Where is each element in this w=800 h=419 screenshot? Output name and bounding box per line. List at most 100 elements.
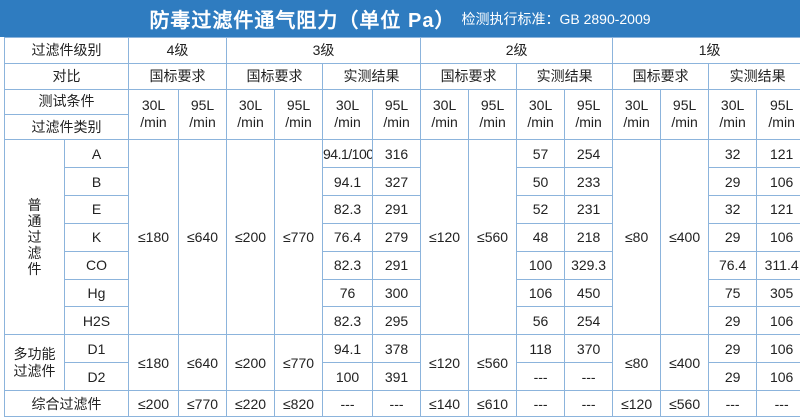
flow-rate: 95L [769,97,794,114]
lv4-national-header: 国标要求 [127,62,228,90]
lv1-measured-30: 75 [708,278,758,308]
flow-rate: 95L [190,97,215,114]
lv3-measured-95: 391 [372,362,422,392]
flow-unit: /min [431,114,458,131]
lv3-measured-30: 100 [322,362,374,392]
combined-lv3-measured-30: --- [322,390,374,417]
flow-unit: /min [140,114,167,131]
filter-type: E [64,194,129,224]
lv2-measured-95: 233 [564,167,614,196]
flow-unit: /min [623,114,650,131]
lv2-measured-30: 118 [516,334,566,364]
std-lv3-95: ≤770 [274,139,324,336]
lv1-measured-30: 29 [708,334,758,364]
lv1-measured-95: 106 [756,222,800,252]
flow-95: 95L/min [660,88,710,141]
lv1-measured-95: 311.4 [756,250,800,280]
filter-type: A [64,139,129,169]
flow-rate: 30L [528,97,553,114]
resistance-table: 过滤件级别 4级 3级 2级 1级 对比 国标要求 国标要求 实测结果 国标要求… [4,37,800,417]
lv1-measured-95: 106 [756,334,800,364]
std-lv1-30: ≤80 [612,139,662,336]
flow-rate: 95L [286,97,311,114]
flow-95: 95L/min [564,88,614,141]
multi-filter-label: 多功能过滤件 [4,334,65,392]
lv1-measured-95: 106 [756,167,800,196]
flow-95: 95L/min [756,88,800,141]
flow-unit: /min [575,114,602,131]
flow-rate: 95L [672,97,697,114]
test-condition-label: 测试条件 [38,92,95,109]
level-2-header: 2级 [420,37,614,64]
flow-rate: 95L [480,97,505,114]
lv2-measured-header: 实测结果 [516,62,614,90]
flow-unit: /min [285,114,312,131]
flow-unit: /min [237,114,264,131]
lv1-measured-95: 106 [756,306,800,336]
std-lv4-95: ≤640 [177,334,228,392]
combined-lv1-95: ≤560 [660,390,710,417]
filter-type: K [64,222,129,252]
lv3-measured-95: 291 [372,194,422,224]
combined-lv4-95: ≤770 [177,390,228,417]
table-row: 普通过滤件 A ≤180 ≤640 ≤200 ≤770 94.1/100 316… [4,139,800,336]
combined-lv3-95: ≤820 [274,390,324,417]
lv2-measured-30: 56 [516,306,566,336]
lv1-measured-header: 实测结果 [708,62,800,90]
flow-30: 30L/min [708,88,758,141]
lv2-national-header: 国标要求 [420,62,518,90]
filter-type: CO [64,250,129,280]
filter-type: H2S [64,306,129,336]
combined-filter-label: 综合过滤件 [4,390,129,417]
combined-lv1-measured-95: --- [756,390,800,417]
condition-row: 测试条件 过滤件类别 30L/min 95L/min 30L/min 95L/m… [4,88,800,141]
filter-type: D2 [64,362,129,392]
lv1-measured-95: 305 [756,278,800,308]
lv3-measured-95: 295 [372,306,422,336]
lv1-measured-30: 29 [708,222,758,252]
lv3-measured-95: 291 [372,250,422,280]
lv1-measured-95: 121 [756,139,800,169]
flow-rate: 30L [141,97,166,114]
table-row: K 76.4 279 48 218 29 106 [5,222,800,252]
general-filter-label: 普通过滤件 [4,139,65,336]
lv1-measured-30: 32 [708,139,758,169]
lv2-measured-30: 106 [516,278,566,308]
table-title: 防毒过滤件通气阻力（单位 Pa） [149,10,456,32]
combined-lv1-30: ≤120 [612,390,662,417]
lv1-measured-30: 29 [708,167,758,196]
combined-lv4-30: ≤200 [128,390,179,417]
flow-unit: /min [383,114,410,131]
table-row: D2 100 391 --- --- 29 106 [5,362,800,392]
lv3-measured-95: 327 [372,167,422,196]
standard-note: 检测执行标准：GB 2890-2009 [461,10,651,27]
flow-30: 30L/min [612,88,662,141]
lv1-measured-30: 32 [708,194,758,224]
lv2-measured-95: 254 [564,139,614,169]
std-lv2-30: ≤120 [420,334,470,392]
filter-level-label: 过滤件级别 [4,37,129,64]
lv3-measured-95: 316 [372,139,422,169]
lv2-measured-95: --- [564,362,614,392]
level-3-header: 3级 [226,37,422,64]
flow-rate: 30L [432,97,457,114]
lv1-measured-30: 29 [708,362,758,392]
flow-95: 95L/min [177,88,228,141]
std-lv2-95: ≤560 [468,334,518,392]
condition-type-label: 测试条件 过滤件类别 [4,88,129,141]
lv3-measured-30: 76.4 [322,222,374,252]
lv2-measured-30: --- [516,362,566,392]
std-lv2-30: ≤120 [420,139,470,336]
flow-unit: /min [334,114,361,131]
std-lv1-95: ≤400 [660,334,710,392]
combined-lv1-measured-30: --- [708,390,758,417]
lv2-measured-30: 52 [516,194,566,224]
lv3-measured-30: 94.1 [322,334,374,364]
flow-95: 95L/min [468,88,518,141]
flow-unit: /min [719,114,746,131]
filter-type: B [64,167,129,196]
std-lv2-95: ≤560 [468,139,518,336]
comparison-label: 对比 [4,62,129,90]
lv3-measured-30: 82.3 [322,306,374,336]
